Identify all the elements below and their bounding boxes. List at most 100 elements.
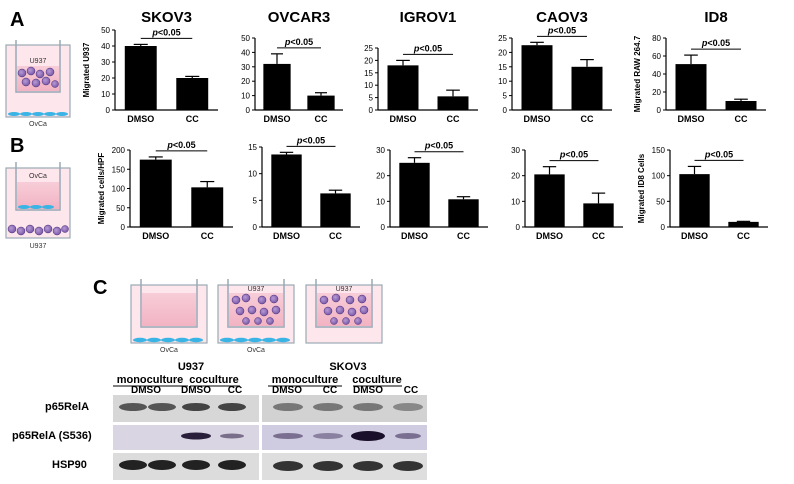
u937-monoculture-label: monoculture xyxy=(117,374,184,386)
y-tick-label: 20 xyxy=(241,77,250,86)
x-tick-label: DMSO xyxy=(127,114,154,124)
y-tick-label: 50 xyxy=(116,204,125,213)
x-tick-label: CC xyxy=(201,231,214,241)
chart-b4: 0 10 20 30 DMSO CC p<0.05 xyxy=(511,146,623,241)
y-tick-label: 50 xyxy=(656,197,665,206)
blot-skov3 xyxy=(262,395,427,480)
blot-u937 xyxy=(113,395,259,480)
y-axis-label: Migrated RAW 264.7 xyxy=(633,35,642,112)
lane-label: DMSO xyxy=(131,385,161,396)
schematic-b-bottom-label: U937 xyxy=(30,243,47,250)
significance-label: p<0.05 xyxy=(151,27,180,37)
y-tick-label: 80 xyxy=(652,34,661,43)
y-tick-label: 40 xyxy=(241,48,250,57)
y-tick-label: 100 xyxy=(112,185,126,194)
schematic-c3-top-label: U937 xyxy=(336,286,353,293)
y-tick-label: 20 xyxy=(364,56,373,65)
significance-label: p<0.05 xyxy=(166,140,195,150)
chart-title: ID8 xyxy=(704,9,727,26)
u937-coculture-label: coculture xyxy=(189,374,239,386)
y-tick-label: 50 xyxy=(101,26,110,35)
schematic-c1-bottom-label: OvCa xyxy=(160,347,178,354)
y-tick-label: 30 xyxy=(101,58,110,67)
y-tick-label: 20 xyxy=(511,172,520,181)
x-tick-label: CC xyxy=(447,114,460,124)
schematic-a-bottom-label: OvCa xyxy=(29,121,47,128)
y-tick-label: 0 xyxy=(381,223,386,232)
significance-label: p<0.05 xyxy=(413,43,442,53)
bar-dmso xyxy=(263,63,291,110)
y-tick-label: 40 xyxy=(101,42,110,51)
y-tick-label: 40 xyxy=(652,70,661,79)
bar-dmso xyxy=(139,159,172,227)
x-tick-label: CC xyxy=(737,231,750,241)
chart-a2: 0 10 20 30 40 50 DMSO CC p<0.05 OVCAR3 xyxy=(241,9,343,124)
y-axis-label: Migrated ID8 Cells xyxy=(637,153,646,223)
lane-label: DMSO xyxy=(353,385,383,396)
chart-title: OVCAR3 xyxy=(268,9,331,26)
bar-cc xyxy=(307,95,335,110)
significance-label: p<0.05 xyxy=(296,135,325,145)
bar-dmso xyxy=(387,65,419,110)
y-tick-label: 100 xyxy=(652,172,666,181)
y-tick-label: 60 xyxy=(652,52,661,61)
y-tick-label: 10 xyxy=(241,92,250,101)
bar-dmso xyxy=(534,174,565,227)
y-tick-label: 10 xyxy=(376,197,385,206)
bar-dmso xyxy=(271,154,302,227)
y-tick-label: 10 xyxy=(498,77,507,86)
panel-label-b: B xyxy=(10,135,24,157)
x-tick-label: CC xyxy=(592,231,605,241)
x-tick-label: DMSO xyxy=(264,114,291,124)
bar-cc xyxy=(176,78,209,110)
y-tick-label: 0 xyxy=(246,106,251,115)
y-tick-label: 50 xyxy=(241,34,250,43)
bar-dmso xyxy=(124,46,157,110)
chart-b1: 0 50 100 150 200 DMSO CC p<0.05 Migrated cells/H… xyxy=(97,140,233,241)
x-tick-label: DMSO xyxy=(536,231,563,241)
y-tick-label: 0 xyxy=(503,106,508,115)
bar-cc xyxy=(583,203,614,227)
skov3-monoculture-label: monoculture xyxy=(272,374,339,386)
bar-cc xyxy=(320,193,351,227)
y-tick-label: 0 xyxy=(516,223,521,232)
y-tick-label: 200 xyxy=(112,146,126,155)
group-title-u937: U937 xyxy=(178,361,204,373)
x-tick-label: CC xyxy=(186,114,199,124)
lane-label: DMSO xyxy=(272,385,302,396)
y-tick-label: 25 xyxy=(364,44,373,53)
y-tick-label: 30 xyxy=(376,146,385,155)
x-tick-label: CC xyxy=(581,114,594,124)
bar-dmso xyxy=(675,64,707,110)
y-tick-label: 0 xyxy=(369,106,374,115)
group-title-skov3: SKOV3 xyxy=(329,361,366,373)
bar-dmso xyxy=(399,162,430,227)
panel-label-a: A xyxy=(10,9,24,31)
chart-a3: 0 5 10 15 20 25 DMSO CC p<0.05 IGROV1 xyxy=(364,9,478,124)
x-tick-label: DMSO xyxy=(681,231,708,241)
y-tick-label: 10 xyxy=(511,197,520,206)
y-tick-label: 15 xyxy=(248,143,257,152)
y-axis-label: Migrated cells/HPF xyxy=(97,153,106,225)
blot-row-label: HSP90 xyxy=(52,459,87,471)
schematic-a: U937 OvCa xyxy=(5,40,71,128)
blot-row-label: p65RelA xyxy=(45,401,89,413)
chart-b3: 0 10 20 30 DMSO CC p<0.05 xyxy=(376,141,488,241)
y-axis-label: Migrated U937 xyxy=(82,42,91,97)
y-tick-label: 20 xyxy=(498,48,507,57)
bar-cc xyxy=(437,96,469,110)
x-tick-label: DMSO xyxy=(678,114,705,124)
significance-label: p<0.05 xyxy=(284,37,313,47)
chart-title: CAOV3 xyxy=(536,9,588,26)
skov3-coculture-label: coculture xyxy=(352,374,402,386)
x-tick-label: DMSO xyxy=(273,231,300,241)
y-tick-label: 10 xyxy=(101,90,110,99)
significance-label: p<0.05 xyxy=(424,141,453,151)
lane-label: CC xyxy=(228,385,242,396)
y-tick-label: 15 xyxy=(498,63,507,72)
y-tick-label: 0 xyxy=(106,106,111,115)
y-tick-label: 20 xyxy=(101,74,110,83)
